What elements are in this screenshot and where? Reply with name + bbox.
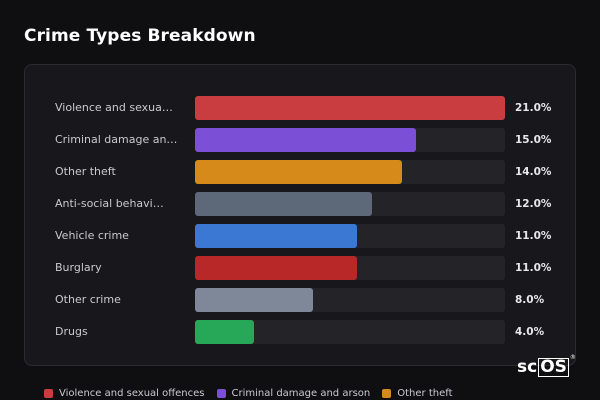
bar-row: Anti-social behavi… 12.0% [25, 191, 577, 217]
bar-value-label: 11.0% [515, 230, 552, 242]
bar-row: Burglary 11.0% [25, 255, 577, 281]
bar-category-label: Vehicle crime [55, 229, 129, 242]
bar [195, 96, 505, 120]
legend-label: Violence and sexual offences [59, 387, 205, 399]
bar-value-label: 4.0% [515, 326, 545, 338]
legend-item: Violence and sexual offences [44, 388, 205, 399]
bar-category-label: Burglary [55, 261, 102, 274]
bar-track [195, 192, 505, 216]
bar-value-label: 15.0% [515, 134, 552, 146]
legend-item: Criminal damage and arson [216, 387, 371, 399]
bar-track [195, 128, 505, 152]
bar-category-label: Other theft [55, 165, 116, 178]
bar-row: Other theft 14.0% [25, 159, 577, 185]
registered-mark: ® [569, 354, 576, 361]
bar-category-label: Other crime [55, 293, 121, 306]
bar-track [195, 224, 505, 248]
bar [195, 256, 358, 280]
bar [195, 128, 417, 152]
bar-track [195, 256, 505, 280]
bar-category-label: Criminal damage an… [55, 133, 178, 146]
bar-row: Other crime 8.0% [25, 287, 577, 313]
bar-category-label: Drugs [55, 325, 88, 338]
bar-value-label: 12.0% [515, 198, 552, 210]
legend-swatch [382, 388, 392, 398]
chart-legend: Violence and sexual offences Criminal dam… [44, 386, 453, 400]
scos-logo: sc OS ® [517, 354, 576, 377]
legend-label: Criminal damage and arson [231, 387, 371, 399]
bar-value-label: 11.0% [515, 262, 552, 274]
legend-item: Other theft [382, 387, 453, 399]
bar [195, 192, 373, 216]
bar-row: Drugs 4.0% [25, 319, 577, 345]
bar-category-label: Violence and sexua… [55, 101, 173, 114]
bar-track [195, 96, 505, 120]
legend-label: Other theft [397, 387, 453, 399]
bar-value-label: 8.0% [515, 294, 545, 306]
bar-track [195, 320, 505, 344]
chart-title: Crime Types Breakdown [24, 26, 256, 46]
bar [195, 320, 255, 344]
bar-track [195, 160, 505, 184]
bar-value-label: 14.0% [515, 166, 552, 178]
logo-boxed-text: OS [538, 356, 569, 377]
bar-value-label: 21.0% [515, 102, 552, 114]
chart-panel: Violence and sexua… 21.0% Criminal damage … [24, 64, 576, 366]
legend-swatch [216, 388, 226, 398]
legend-swatch [44, 388, 53, 398]
bar-row: Criminal damage an… 15.0% [25, 127, 577, 153]
bar-row: Vehicle crime 11.0% [25, 223, 577, 249]
bar-category-label: Anti-social behavi… [55, 197, 164, 210]
logo-prefix: sc [517, 357, 538, 377]
bar-row: Violence and sexua… 21.0% [25, 95, 577, 121]
bar [195, 288, 314, 312]
bar [195, 160, 402, 184]
bar-track [195, 288, 505, 312]
bar [195, 224, 358, 248]
